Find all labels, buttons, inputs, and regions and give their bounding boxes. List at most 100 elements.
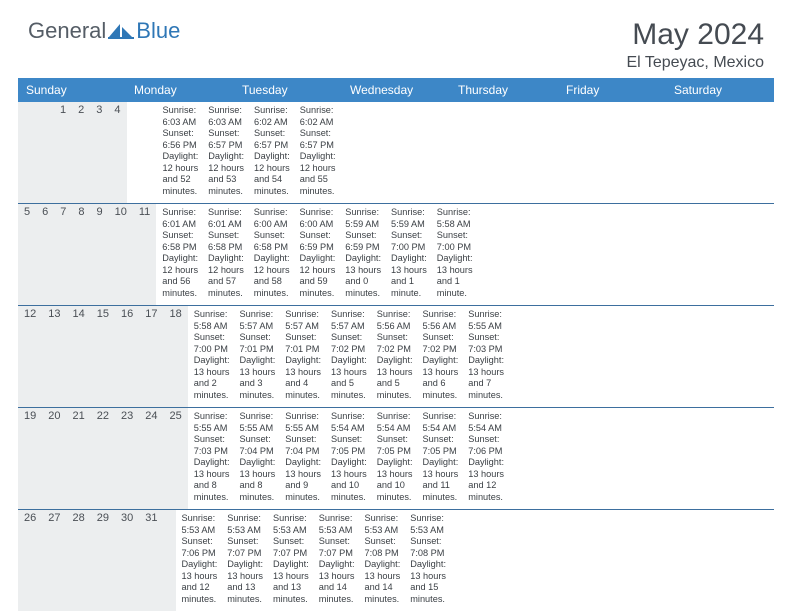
day-number: 18 — [164, 306, 188, 407]
day-cell: Sunrise: 6:00 AM Sunset: 6:59 PM Dayligh… — [294, 204, 340, 305]
day-number: 17 — [139, 306, 163, 407]
day-number: 6 — [36, 204, 54, 305]
day-cell: Sunrise: 5:54 AM Sunset: 7:06 PM Dayligh… — [462, 408, 508, 509]
day-header-mon: Monday — [126, 78, 234, 102]
day-number-row: 262728293031 — [18, 510, 176, 611]
day-number — [18, 102, 30, 203]
day-cell: Sunrise: 5:54 AM Sunset: 7:05 PM Dayligh… — [371, 408, 417, 509]
day-number: 13 — [42, 306, 66, 407]
logo: General Blue — [28, 18, 180, 44]
day-number-row: 19202122232425 — [18, 408, 188, 509]
day-cell: Sunrise: 5:54 AM Sunset: 7:05 PM Dayligh… — [325, 408, 371, 509]
day-cell: Sunrise: 5:53 AM Sunset: 7:07 PM Dayligh… — [267, 510, 313, 611]
day-cell: Sunrise: 5:56 AM Sunset: 7:02 PM Dayligh… — [371, 306, 417, 407]
day-cell: Sunrise: 5:53 AM Sunset: 7:07 PM Dayligh… — [313, 510, 359, 611]
day-cell: Sunrise: 5:55 AM Sunset: 7:04 PM Dayligh… — [279, 408, 325, 509]
logo-text-general: General — [28, 18, 106, 44]
week-row: 12131415161718Sunrise: 5:58 AM Sunset: 7… — [18, 306, 774, 408]
day-cell: Sunrise: 5:59 AM Sunset: 6:59 PM Dayligh… — [339, 204, 385, 305]
logo-text-blue: Blue — [136, 18, 180, 44]
day-body-row: Sunrise: 6:03 AM Sunset: 6:56 PM Dayligh… — [127, 102, 340, 203]
day-number-row: 1234 — [18, 102, 127, 203]
day-cell — [127, 102, 137, 203]
day-cell: Sunrise: 5:55 AM Sunset: 7:04 PM Dayligh… — [234, 408, 280, 509]
day-cell: Sunrise: 5:53 AM Sunset: 7:07 PM Dayligh… — [221, 510, 267, 611]
day-header-sat: Saturday — [666, 78, 774, 102]
month-title: May 2024 — [626, 18, 764, 52]
day-cell: Sunrise: 5:59 AM Sunset: 7:00 PM Dayligh… — [385, 204, 431, 305]
day-number: 26 — [18, 510, 42, 611]
day-cell: Sunrise: 6:00 AM Sunset: 6:58 PM Dayligh… — [248, 204, 294, 305]
day-number: 27 — [42, 510, 66, 611]
day-cell: Sunrise: 6:03 AM Sunset: 6:56 PM Dayligh… — [157, 102, 203, 203]
day-cell — [137, 102, 147, 203]
day-cell: Sunrise: 5:57 AM Sunset: 7:01 PM Dayligh… — [279, 306, 325, 407]
day-cell: Sunrise: 6:01 AM Sunset: 6:58 PM Dayligh… — [202, 204, 248, 305]
day-cell: Sunrise: 5:57 AM Sunset: 7:01 PM Dayligh… — [234, 306, 280, 407]
day-number: 5 — [18, 204, 36, 305]
day-number — [30, 102, 42, 203]
day-number: 31 — [139, 510, 163, 611]
header: General Blue May 2024 El Tepeyac, Mexico — [0, 0, 792, 78]
day-number: 14 — [67, 306, 91, 407]
day-number: 29 — [91, 510, 115, 611]
day-number: 21 — [67, 408, 91, 509]
day-number: 24 — [139, 408, 163, 509]
day-number: 9 — [91, 204, 109, 305]
day-number: 19 — [18, 408, 42, 509]
day-cell: Sunrise: 5:53 AM Sunset: 7:08 PM Dayligh… — [404, 510, 450, 611]
day-cell: Sunrise: 5:53 AM Sunset: 7:06 PM Dayligh… — [176, 510, 222, 611]
day-number: 20 — [42, 408, 66, 509]
day-number: 30 — [115, 510, 139, 611]
day-cell: Sunrise: 6:01 AM Sunset: 6:58 PM Dayligh… — [156, 204, 202, 305]
day-cell: Sunrise: 5:58 AM Sunset: 7:00 PM Dayligh… — [188, 306, 234, 407]
day-header-row: Sunday Monday Tuesday Wednesday Thursday… — [18, 78, 774, 102]
day-body-row: Sunrise: 5:55 AM Sunset: 7:03 PM Dayligh… — [188, 408, 508, 509]
day-cell: Sunrise: 5:55 AM Sunset: 7:03 PM Dayligh… — [188, 408, 234, 509]
day-header-wed: Wednesday — [342, 78, 450, 102]
day-cell: Sunrise: 6:03 AM Sunset: 6:57 PM Dayligh… — [202, 102, 248, 203]
weeks-container: 1234Sunrise: 6:03 AM Sunset: 6:56 PM Day… — [18, 102, 774, 611]
day-cell — [450, 510, 460, 611]
week-row: 567891011Sunrise: 6:01 AM Sunset: 6:58 P… — [18, 204, 774, 306]
location-label: El Tepeyac, Mexico — [626, 54, 764, 72]
week-row: 1234 Sunrise: 6:03 AM Sunset: 6:56 PM Day… — [18, 102, 774, 204]
day-number: 2 — [72, 102, 90, 203]
week-row: 262728293031Sunrise: 5:53 AM Sunset: 7:0… — [18, 510, 774, 611]
day-body-row: Sunrise: 5:53 AM Sunset: 7:06 PM Dayligh… — [176, 510, 461, 611]
day-cell: Sunrise: 5:55 AM Sunset: 7:03 PM Dayligh… — [462, 306, 508, 407]
day-cell: Sunrise: 5:53 AM Sunset: 7:08 PM Dayligh… — [359, 510, 405, 611]
day-cell: Sunrise: 5:58 AM Sunset: 7:00 PM Dayligh… — [431, 204, 477, 305]
day-number: 22 — [91, 408, 115, 509]
day-body-row: Sunrise: 6:01 AM Sunset: 6:58 PM Dayligh… — [156, 204, 476, 305]
week-row: 19202122232425Sunrise: 5:55 AM Sunset: 7… — [18, 408, 774, 510]
day-number-row: 567891011 — [18, 204, 156, 305]
day-header-thu: Thursday — [450, 78, 558, 102]
day-number: 28 — [67, 510, 91, 611]
day-number: 1 — [54, 102, 72, 203]
day-cell — [147, 102, 157, 203]
day-number — [42, 102, 54, 203]
day-number: 23 — [115, 408, 139, 509]
day-number: 15 — [91, 306, 115, 407]
day-number: 10 — [109, 204, 133, 305]
day-body-row: Sunrise: 5:58 AM Sunset: 7:00 PM Dayligh… — [188, 306, 508, 407]
day-cell: Sunrise: 5:56 AM Sunset: 7:02 PM Dayligh… — [417, 306, 463, 407]
day-number: 16 — [115, 306, 139, 407]
day-number: 3 — [90, 102, 108, 203]
day-number: 8 — [72, 204, 90, 305]
day-number-row: 12131415161718 — [18, 306, 188, 407]
day-number: 11 — [133, 204, 156, 305]
day-cell: Sunrise: 6:02 AM Sunset: 6:57 PM Dayligh… — [248, 102, 294, 203]
day-number: 4 — [108, 102, 126, 203]
day-cell: Sunrise: 5:54 AM Sunset: 7:05 PM Dayligh… — [417, 408, 463, 509]
day-number — [164, 510, 176, 611]
day-number: 12 — [18, 306, 42, 407]
day-cell: Sunrise: 6:02 AM Sunset: 6:57 PM Dayligh… — [294, 102, 340, 203]
day-cell: Sunrise: 5:57 AM Sunset: 7:02 PM Dayligh… — [325, 306, 371, 407]
day-header-tue: Tuesday — [234, 78, 342, 102]
day-header-sun: Sunday — [18, 78, 126, 102]
title-block: May 2024 El Tepeyac, Mexico — [626, 18, 764, 72]
day-number: 25 — [164, 408, 188, 509]
day-header-fri: Friday — [558, 78, 666, 102]
